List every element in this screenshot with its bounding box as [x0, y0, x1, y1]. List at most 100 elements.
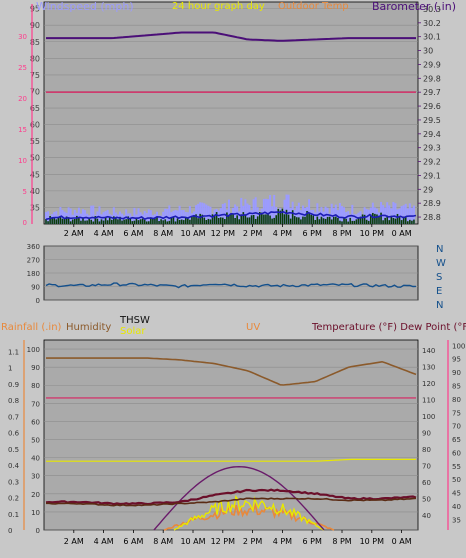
barometer-axis-title: Barometer (.in)	[372, 0, 456, 13]
pink-temp-tick-label: 60	[452, 449, 461, 457]
windspeed-tick-label: 85	[30, 38, 40, 47]
windspeed-tick-label: 75	[30, 71, 40, 80]
pink-axis-tick-label: 20	[18, 95, 27, 103]
direction-tick-label: 270	[27, 257, 40, 265]
pink-temp-tick-label: 90	[452, 369, 461, 377]
time-tick-label: 12 PM	[211, 537, 236, 546]
humidity-tick-label: 50	[31, 437, 40, 445]
barometer-tick-label: 28.9	[423, 199, 441, 208]
wind-speed-line	[45, 210, 417, 221]
temperature-tick-label: 40	[422, 512, 431, 520]
windspeed-tick-label: 65	[30, 104, 40, 113]
barometer-tick-label: 29.9	[423, 60, 441, 69]
temperature-tick-label: 100	[422, 413, 435, 421]
time-tick-label: 8 AM	[153, 537, 173, 546]
temperature-tick-label: 60	[422, 479, 431, 487]
temperature-dewpoint-axis-title: Temperature (°F) Dew Point (°F)	[311, 322, 466, 333]
time-tick-label: 4 AM	[94, 229, 114, 238]
climate-panel-plot-area	[43, 339, 419, 531]
dew-point-line	[46, 497, 417, 507]
time-tick-label: 2 PM	[243, 537, 262, 546]
time-tick-label: 2 PM	[243, 229, 262, 238]
barometer-tick-label: 29.7	[423, 88, 441, 97]
barometer-tick-label: 30.2	[423, 19, 441, 28]
humidity-tick-label: 40	[31, 455, 40, 463]
windspeed-tick-label: 60	[30, 121, 40, 130]
time-tick-label: 6 AM	[123, 229, 143, 238]
time-tick-label: 4 PM	[273, 537, 292, 546]
humidity-tick-label: 20	[31, 491, 40, 499]
barometer-tick-label: 29.5	[423, 116, 441, 125]
barometer-tick-label: 29.8	[423, 74, 441, 83]
rainfall-tick-label: 0.5	[8, 446, 19, 454]
time-tick-label: 10 AM	[180, 229, 205, 238]
pink-axis-tick-label: 30	[18, 33, 27, 41]
direction-tick-label: 360	[27, 243, 40, 251]
pink-temp-tick-label: 70	[452, 423, 461, 431]
rainfall-tick-label: 0.7	[8, 413, 19, 421]
pink-axis-tick-label: 25	[18, 64, 27, 72]
pink-temp-tick-label: 95	[452, 356, 461, 364]
time-tick-label: 8 AM	[153, 229, 173, 238]
windspeed-tick-label: 95	[30, 5, 40, 14]
windspeed-axis-title: Windspeed (mph)	[36, 0, 134, 13]
time-tick-label: 2 AM	[64, 537, 84, 546]
rainfall-tick-label: 0.4	[8, 462, 20, 470]
time-tick-label: 6 AM	[123, 537, 143, 546]
temperature-tick-label: 90	[422, 430, 431, 438]
solar-label: Solar	[120, 326, 146, 337]
pink-temp-tick-label: 75	[452, 409, 461, 417]
direction-tick-label: 90	[31, 284, 40, 292]
rainfall-tick-label: 1	[8, 365, 12, 373]
windspeed-tick-label: 55	[30, 137, 40, 146]
barometer-tick-label: 30	[423, 47, 433, 56]
pink-temp-tick-label: 40	[452, 503, 461, 511]
pink-temp-tick-label: 65	[452, 436, 461, 444]
time-tick-label: 0 AM	[392, 229, 412, 238]
solar-threshold-line	[46, 458, 416, 462]
compass-label-s: S	[436, 272, 442, 283]
windspeed-tick-label: 40	[30, 187, 40, 196]
uv-label: UV	[246, 322, 260, 333]
temperature-tick-label: 50	[422, 496, 431, 504]
barometer-tick-label: 29	[423, 185, 433, 194]
graph-period-label: 24 hour graph day	[172, 1, 265, 12]
windspeed-tick-label: 70	[30, 87, 40, 96]
temperature-tick-label: 70	[422, 463, 431, 471]
compass-label-e: E	[436, 286, 442, 297]
time-tick-label: 10 PM	[360, 229, 385, 238]
windspeed-tick-label: 45	[30, 170, 40, 179]
time-tick-label: 10 PM	[360, 537, 385, 546]
rainfall-tick-label: 0.8	[8, 397, 19, 405]
temperature-tick-label: 110	[422, 396, 435, 404]
humidity-tick-label: 10	[31, 509, 40, 517]
pink-axis-tick-label: 15	[18, 126, 27, 134]
humidity-tick-label: 100	[27, 346, 40, 354]
time-tick-label: 2 AM	[64, 229, 84, 238]
barometer-tick-label: 30.1	[423, 33, 441, 42]
time-tick-label: 4 AM	[94, 537, 114, 546]
direction-tick-label: 180	[27, 270, 40, 278]
humidity-tick-label: 60	[31, 418, 40, 426]
compass-label-n-bottom: N	[436, 300, 443, 311]
barometer-tick-label: 29.4	[423, 130, 441, 139]
time-tick-label: 8 PM	[332, 537, 351, 546]
barometer-tick-label: 29.1	[423, 171, 441, 180]
temperature-tick-label: 140	[422, 347, 435, 355]
compass-label-n-top: N	[436, 244, 443, 255]
barometer-tick-label: 30.3	[423, 5, 441, 14]
humidity-tick-label: 80	[31, 382, 40, 390]
humidity-tick-label: 0	[36, 527, 40, 535]
rainfall-tick-label: 0.1	[8, 511, 19, 519]
humidity-line	[46, 357, 417, 386]
pink-temp-tick-label: 55	[452, 463, 461, 471]
windspeed-tick-label: 90	[30, 21, 40, 30]
time-tick-label: 6 PM	[303, 537, 322, 546]
pink-temp-tick-label: 80	[452, 396, 461, 404]
time-tick-label: 10 AM	[180, 537, 205, 546]
temperature-tick-label: 120	[422, 380, 435, 388]
rainfall-tick-label: 0.6	[8, 430, 20, 438]
thsw-label: THSW	[119, 315, 150, 326]
